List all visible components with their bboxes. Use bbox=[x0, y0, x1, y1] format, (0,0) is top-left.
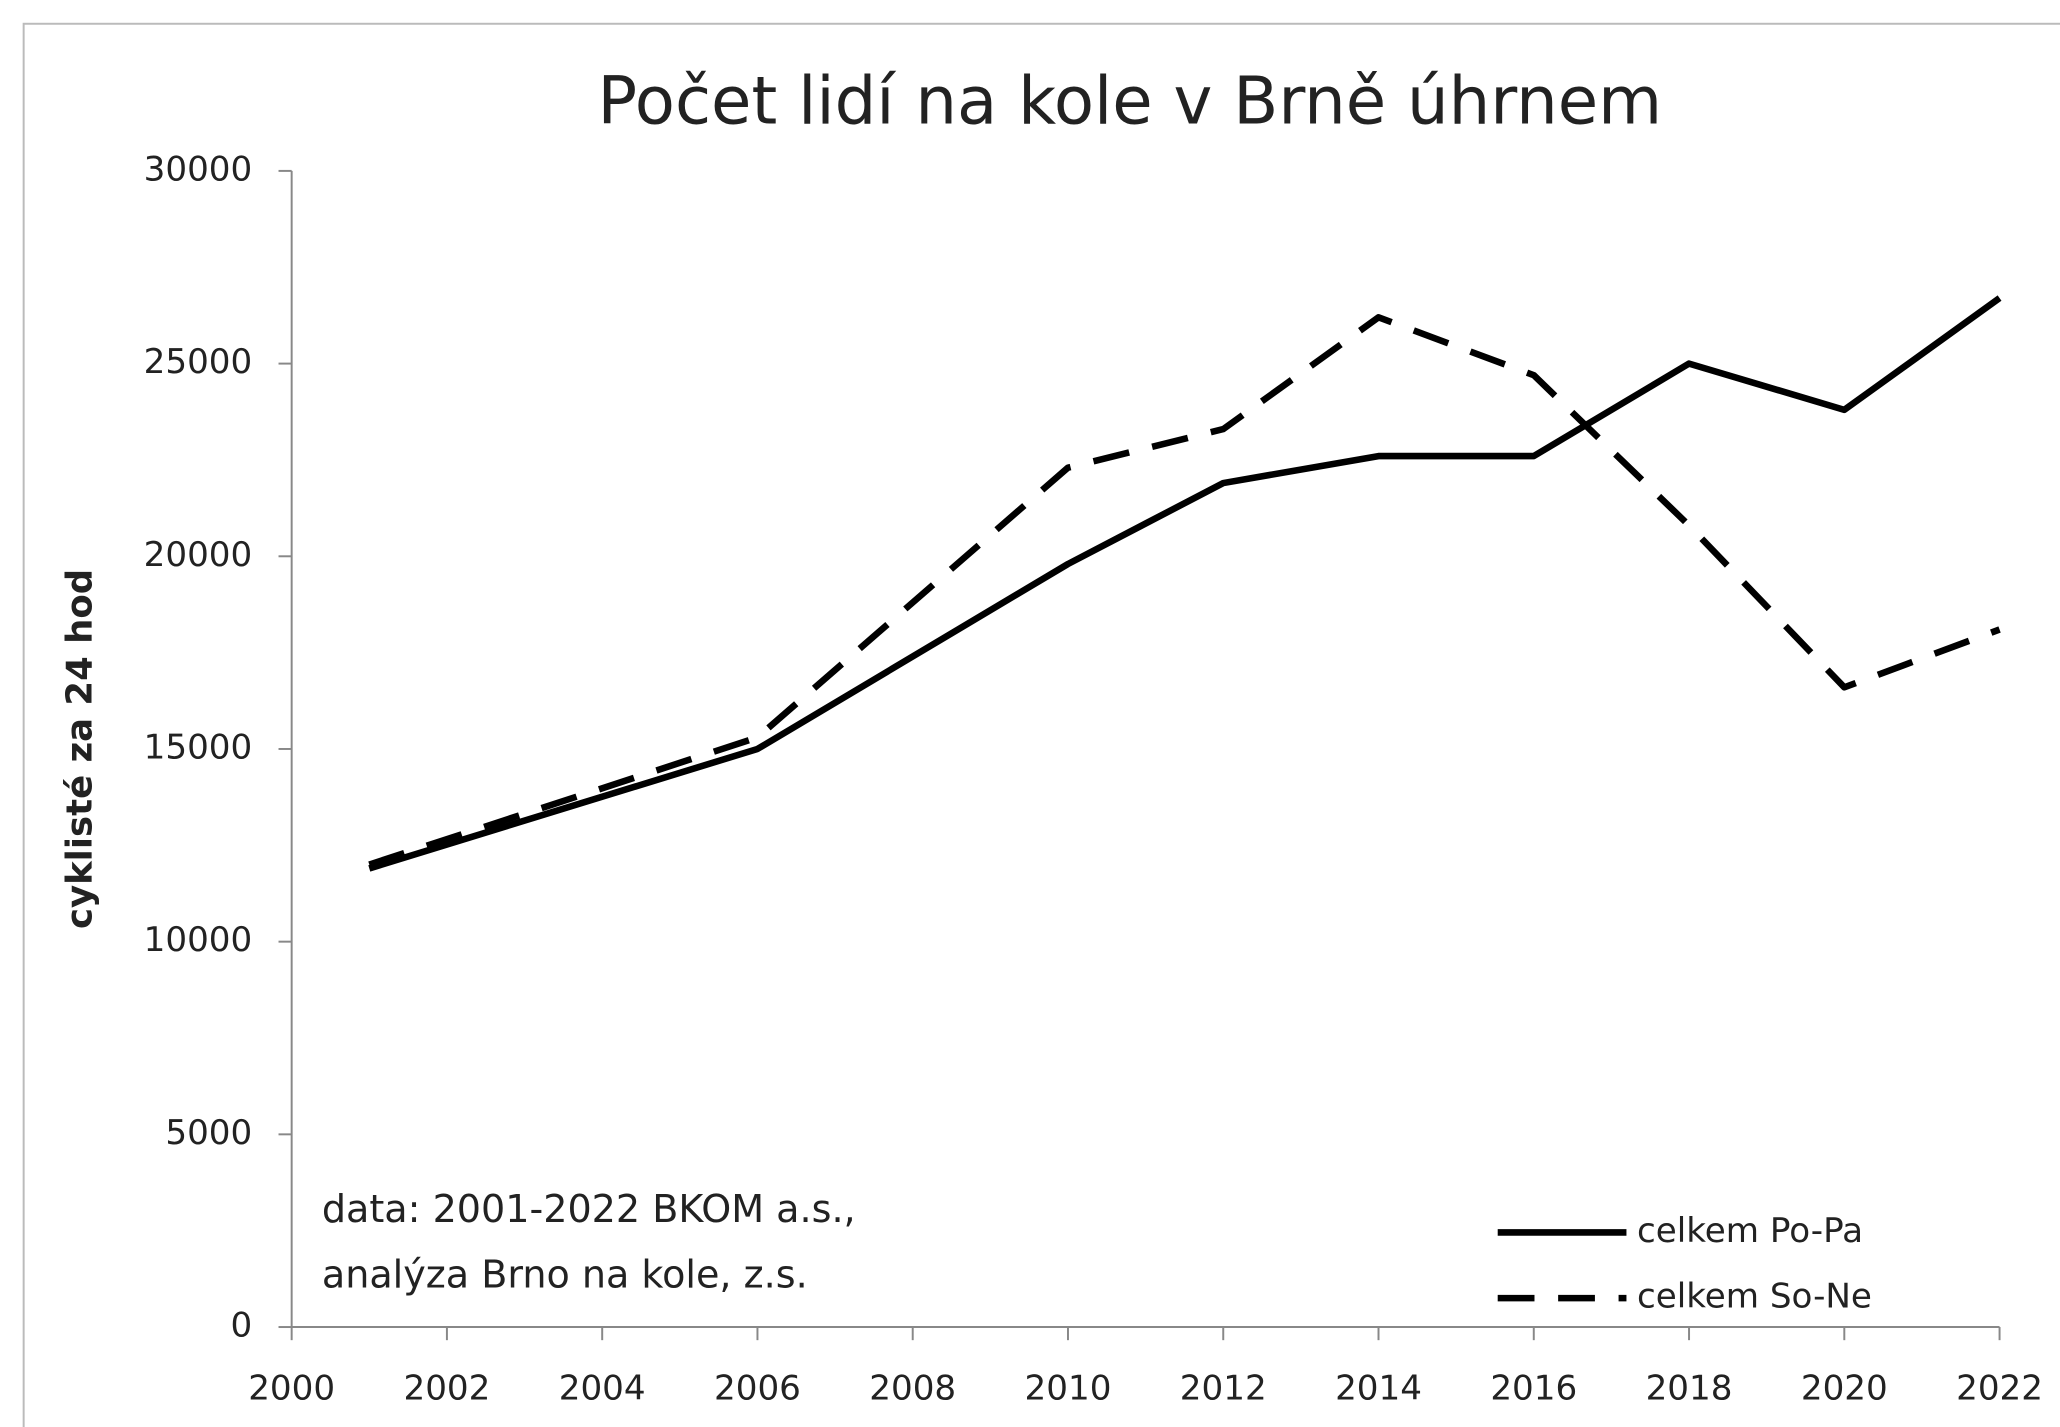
x-tick-label: 2002 bbox=[403, 1369, 490, 1409]
x-tick-label: 2016 bbox=[1490, 1369, 1577, 1409]
x-tick-label: 2012 bbox=[1180, 1369, 1267, 1409]
series-line bbox=[368, 295, 2002, 872]
x-tick-label: 2006 bbox=[714, 1369, 801, 1409]
y-tick-label: 5000 bbox=[165, 1113, 252, 1153]
y-tick-label: 25000 bbox=[144, 342, 253, 382]
y-tick-label: 15000 bbox=[144, 727, 253, 767]
x-tick-label: 2008 bbox=[869, 1369, 956, 1409]
legend-label: celkem So-Ne bbox=[1637, 1277, 1872, 1317]
chart-frame bbox=[22, 22, 2060, 1427]
annotation: analýza Brno na kole, z.s. bbox=[322, 1253, 808, 1297]
x-tick-label: 2004 bbox=[559, 1369, 646, 1409]
chart-title: Počet lidí na kole v Brně úhrnem bbox=[598, 63, 1663, 139]
x-tick-label: 2022 bbox=[1956, 1369, 2043, 1409]
y-tick-label: 20000 bbox=[144, 535, 253, 575]
x-tick-label: 2018 bbox=[1646, 1369, 1733, 1409]
x-tick-label: 2020 bbox=[1801, 1369, 1888, 1409]
annotation: data: 2001-2022 BKOM a.s., bbox=[322, 1187, 856, 1231]
series-line bbox=[368, 314, 2001, 868]
x-tick-label: 2010 bbox=[1025, 1369, 1112, 1409]
legend-label: celkem Po-Pa bbox=[1637, 1211, 1863, 1251]
x-tick-label: 2014 bbox=[1335, 1369, 1422, 1409]
y-tick-label: 30000 bbox=[144, 149, 253, 189]
y-axis-label: cyklisté za 24 hod bbox=[59, 569, 100, 929]
x-tick-label: 2000 bbox=[248, 1369, 335, 1409]
y-tick-label: 0 bbox=[231, 1306, 253, 1346]
y-tick-label: 10000 bbox=[144, 920, 253, 960]
